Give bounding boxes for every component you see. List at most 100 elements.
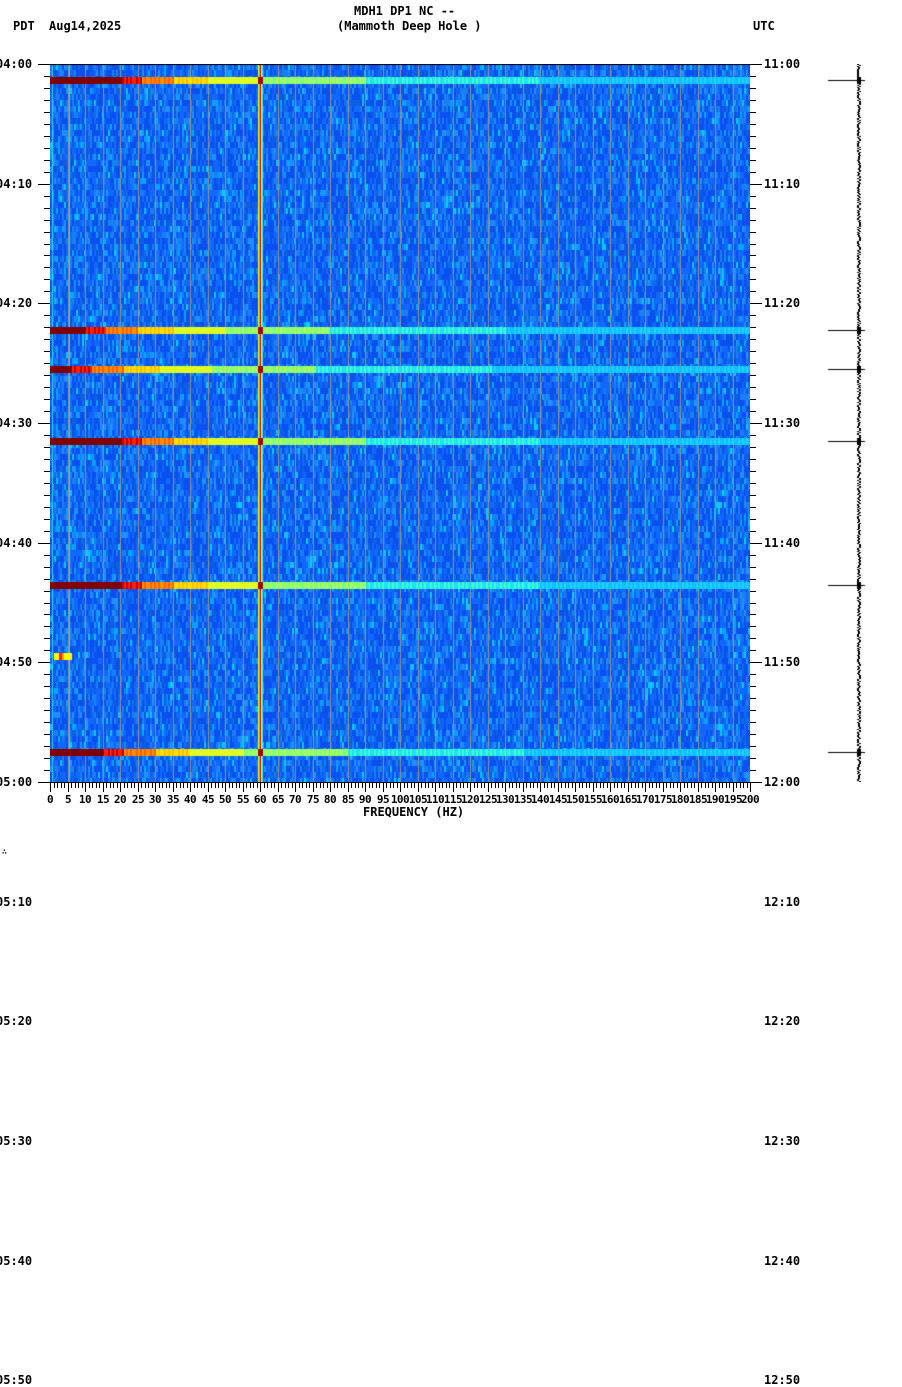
x-tick [488,782,489,792]
x-tick [712,782,713,788]
x-tick [449,782,450,788]
y-tick-left [44,411,50,412]
x-tick [519,782,520,788]
y-tick-left [44,172,50,173]
x-tick [358,782,359,788]
x-tick [733,782,734,792]
y-tick-right [750,267,756,268]
y-tick-label-right: 11:30 [764,416,801,430]
y-tick-left [44,136,50,137]
y-tick-label-left: 04:00 [0,57,33,71]
y-tick-right [750,555,756,556]
y-tick-right [750,638,756,639]
y-tick-left [44,208,50,209]
x-tick [159,782,160,788]
x-tick [316,782,317,788]
y-tick-left [44,459,50,460]
x-tick [600,782,601,788]
x-tick [705,782,706,788]
x-tick [54,782,55,788]
y-tick-left [44,244,50,245]
x-tick [274,782,275,788]
x-tick [92,782,93,788]
y-tick-left [44,746,50,747]
y-tick-right [750,363,756,364]
x-tick-label: 70 [288,793,302,806]
x-tick [239,782,240,788]
x-tick-label: 45 [201,793,215,806]
y-tick-left [44,471,50,472]
x-tick [666,782,667,788]
y-tick-right [750,148,756,149]
y-tick-left [44,112,50,113]
x-tick [131,782,132,788]
x-tick [586,782,587,788]
x-tick-label: 200 [740,793,760,806]
x-tick [425,782,426,788]
y-tick-right [750,722,756,723]
x-tick [603,782,604,788]
y-tick-left [44,710,50,711]
x-tick [498,782,499,788]
y-tick-right [750,710,756,711]
x-tick [236,782,237,788]
y-tick-right [750,626,756,627]
x-tick [194,782,195,788]
x-tick [565,782,566,788]
x-tick [99,782,100,788]
x-tick [624,782,625,788]
x-tick [470,782,471,792]
y-tick-right [750,351,756,352]
x-tick [306,782,307,788]
y-tick-label-right: 11:20 [764,296,801,310]
y-tick-right [750,208,756,209]
y-tick-left [44,567,50,568]
y-tick-label-left: 05:50 [0,1373,33,1387]
x-tick-label: 40 [183,793,197,806]
x-tick-label: 195 [723,793,743,806]
y-tick-left [44,626,50,627]
x-tick-label: 20 [113,793,127,806]
x-tick [124,782,125,788]
x-tick [250,782,251,788]
x-tick [631,782,632,788]
y-tick-right [750,220,756,221]
y-tick-left [44,291,50,292]
x-tick [547,782,548,788]
y-tick-left [44,686,50,687]
x-tick [320,782,321,788]
x-tick [743,782,744,788]
x-tick [596,782,597,788]
x-tick [204,782,205,788]
x-tick [537,782,538,788]
x-tick-label: 175 [653,793,673,806]
y-tick-right [750,495,756,496]
x-tick [351,782,352,788]
x-tick [722,782,723,788]
x-tick [260,782,261,792]
y-tick-label-right: 11:10 [764,177,801,191]
x-tick [421,782,422,788]
x-tick [456,782,457,788]
y-tick-right [750,303,762,304]
x-tick-label: 10 [78,793,92,806]
x-tick [390,782,391,788]
x-tick [103,782,104,792]
y-tick-right [750,100,756,101]
x-tick [57,782,58,788]
date-label: Aug14,2025 [49,19,122,33]
x-tick-label: 75 [306,793,320,806]
y-tick-left [38,303,50,304]
y-tick-label-left: 04:20 [0,296,33,310]
x-tick-label: 170 [635,793,655,806]
x-axis-title: FREQUENCY (HZ) [363,805,465,819]
x-tick [50,782,51,792]
x-tick [670,782,671,788]
y-tick-left [44,315,50,316]
x-tick [148,782,149,788]
x-tick [341,782,342,788]
x-tick [568,782,569,788]
y-tick-right [750,614,756,615]
x-tick [173,782,174,792]
x-tick [309,782,310,788]
